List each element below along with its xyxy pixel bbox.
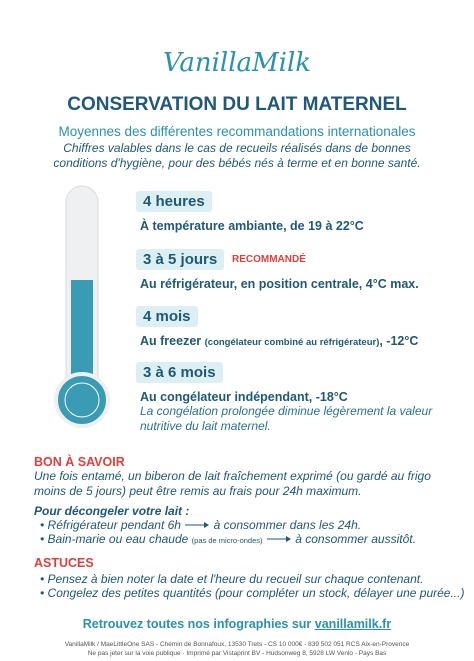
logo: VanillaMilk	[162, 48, 312, 78]
footer-link[interactable]: vanillamilk.fr	[314, 617, 392, 631]
method: Réfrigérateur pendant 6h	[47, 518, 181, 532]
tip: • Congelez des petites quantités (pour c…	[40, 586, 465, 600]
method: Bain-marie ou eau chaude	[47, 532, 189, 546]
badge: RECOMMANDÉ	[232, 254, 306, 265]
description: Au congélateur indépendant, -18°C	[140, 390, 348, 404]
title: CONSERVATION DU LAIT MATERNEL	[67, 94, 407, 115]
detail: (congélateur combiné au réfrigérateur)	[204, 337, 380, 348]
description: Au réfrigérateur, en position centrale, …	[140, 277, 419, 291]
suffix: , -12°C	[379, 334, 419, 348]
sub-heading: Pour décongeler votre lait :	[34, 504, 190, 518]
result: à consommer dans les 24h.	[213, 518, 362, 532]
duration: 3 à 6 mois	[136, 362, 223, 383]
intro: Chiffres valables dans le cas de recueil…	[53, 141, 421, 170]
duration: 4 heures	[136, 191, 212, 212]
legal: VanillaMilk / MaeLittleOne SAS - Chemin …	[64, 641, 410, 648]
description-text: Au freezer	[140, 334, 202, 348]
footer: Retrouvez toutes nos infographies sur va…	[0, 617, 474, 631]
tip: • Pensez à bien noter la date et l'heure…	[40, 572, 424, 586]
arrow	[185, 522, 210, 528]
note: La congélation prolongée diminue légèrem…	[140, 404, 433, 433]
paragraph: Une fois entamé, un biberon de lait fraî…	[34, 469, 431, 498]
thaw-item: • Réfrigérateur pendant 6h à consommer d…	[40, 518, 362, 532]
detail: (pas de micro-ondes)	[191, 536, 263, 545]
arrow	[266, 536, 291, 542]
section-heading: BON À SAVOIR	[34, 455, 125, 469]
thaw-item: • Bain-marie ou eau chaude (pas de micro…	[40, 532, 416, 546]
tip-text: Pensez à bien noter la date et l'heure d…	[47, 572, 424, 586]
description: À température ambiante, de 19 à 22°C	[140, 219, 364, 233]
legal: Ne pas jeter sur la voie publique · Impr…	[87, 650, 387, 657]
footer-text: Retrouvez toutes nos infographies sur	[82, 617, 312, 631]
duration: 4 mois	[136, 306, 198, 327]
result: à consommer aussitôt.	[295, 532, 416, 546]
description: Au freezer (congélateur combiné au réfri…	[140, 334, 418, 348]
tip-text: Congelez des petites quantités (pour com…	[47, 586, 465, 600]
duration: 3 à 5 jours	[136, 249, 225, 270]
thermometer	[54, 185, 110, 428]
subtitle: Moyennes des différentes recommandations…	[58, 124, 416, 139]
section-heading: ASTUCES	[34, 556, 94, 570]
